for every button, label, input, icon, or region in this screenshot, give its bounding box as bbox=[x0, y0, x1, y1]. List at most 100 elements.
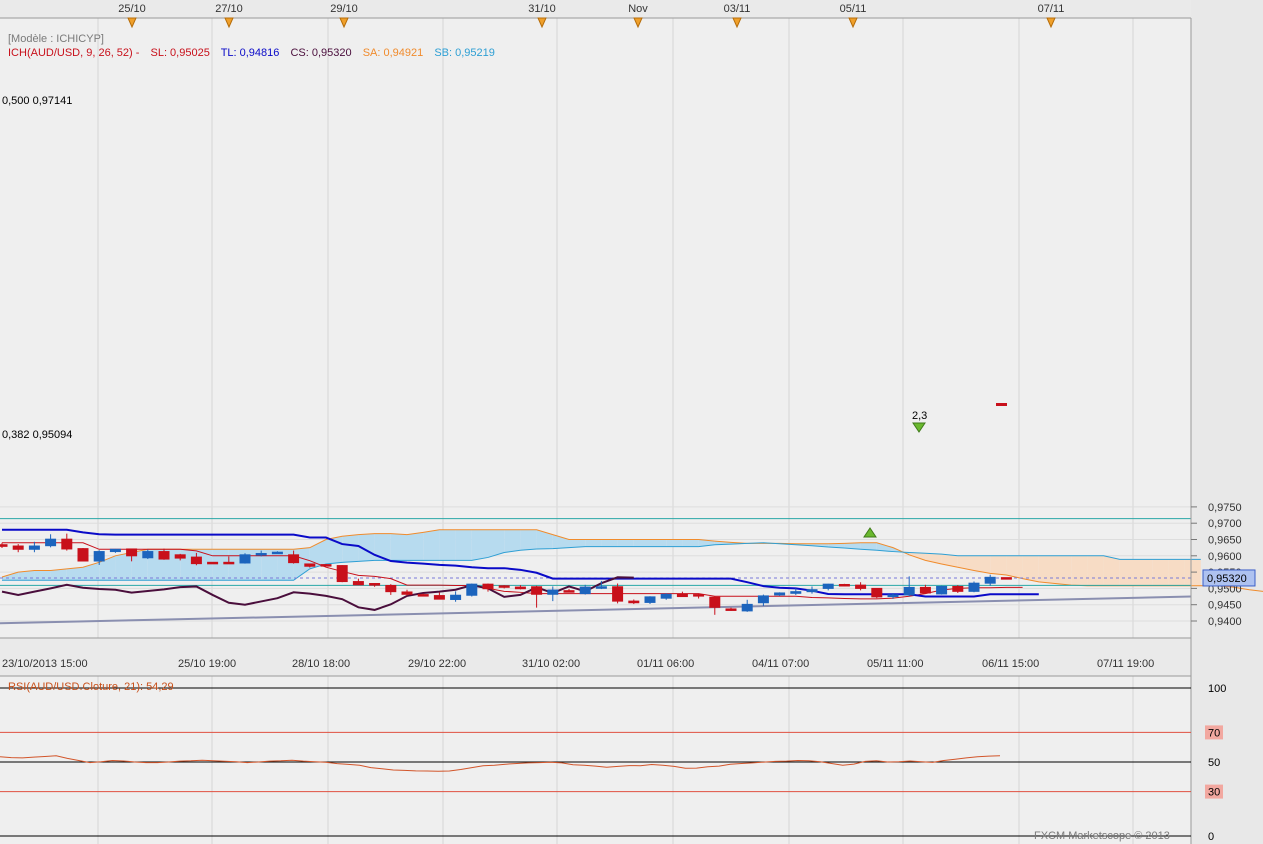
cloud-segment bbox=[115, 552, 132, 581]
cloud-segment bbox=[941, 554, 958, 568]
senkou-span-b-line bbox=[2, 542, 1201, 581]
cloud-segment bbox=[1055, 555, 1072, 586]
candle-body bbox=[709, 596, 721, 608]
cloud-segment bbox=[212, 549, 229, 581]
candle-body bbox=[369, 583, 381, 586]
candle-body bbox=[984, 576, 996, 584]
cloud-segment bbox=[1168, 559, 1185, 586]
candle-body bbox=[450, 594, 462, 600]
candle-body bbox=[774, 592, 786, 596]
cloud-segment bbox=[228, 549, 245, 581]
ytick-label: 0,9400 bbox=[1208, 616, 1242, 628]
price-marker-icon bbox=[996, 403, 1007, 406]
candle-body bbox=[531, 586, 543, 595]
candle-body bbox=[109, 548, 121, 553]
rsi-level-badge bbox=[1205, 725, 1223, 740]
cloud-segment bbox=[261, 549, 278, 581]
cloud-segment bbox=[990, 555, 1007, 576]
cloud-segment bbox=[876, 542, 893, 552]
cloud-segment bbox=[50, 568, 67, 581]
xtick-label: 01/11 06:00 bbox=[637, 658, 694, 670]
candle-body bbox=[790, 591, 802, 594]
candle-body bbox=[255, 553, 267, 556]
candle-body bbox=[563, 590, 575, 593]
candle-body bbox=[936, 585, 948, 595]
candle-body bbox=[336, 565, 348, 583]
cloud-segment bbox=[650, 539, 667, 547]
rsi-line bbox=[0, 755, 1001, 772]
candle-body bbox=[838, 583, 850, 587]
date-marker-icon bbox=[127, 17, 137, 29]
cloud-segment bbox=[358, 533, 375, 562]
rsi-ytick-label: 100 bbox=[1208, 683, 1226, 695]
top-date-markers: 25/10 27/10 29/10 31/10 Nov 03/11 05/11 07/11 bbox=[0, 3, 1191, 29]
cloud-segment bbox=[407, 532, 424, 561]
xtick-label: 31/10 02:00 bbox=[522, 658, 580, 670]
candle-body bbox=[223, 561, 235, 565]
candle-body bbox=[871, 587, 883, 598]
xtick-label: 25/10 19:00 bbox=[178, 658, 236, 670]
price-axis: 0,97500,97000,96500,96000,95500,95000,94… bbox=[1190, 18, 1256, 844]
cloud-segment bbox=[439, 529, 456, 561]
cloud-segment bbox=[552, 534, 569, 549]
top-date-label: 03/11 bbox=[724, 3, 751, 15]
candle-body bbox=[498, 585, 510, 588]
candle-body bbox=[547, 589, 559, 595]
cloud-segment bbox=[1152, 559, 1169, 586]
legend-tl: TL: 0,94816 bbox=[221, 47, 280, 59]
cloud-segment bbox=[1119, 559, 1136, 586]
cloud-segment bbox=[974, 555, 991, 574]
cloud-segment bbox=[66, 567, 83, 581]
candle-body bbox=[514, 586, 526, 590]
kijun-sen-line bbox=[2, 528, 1039, 598]
chikou-span-line bbox=[1, 576, 634, 611]
cloud-segment bbox=[682, 539, 699, 547]
cloud-segment bbox=[196, 549, 213, 581]
candle-body bbox=[12, 545, 24, 550]
top-date-label: 29/10 bbox=[330, 3, 358, 15]
cloud-segment bbox=[390, 533, 407, 561]
sell-signal-arrow-icon bbox=[912, 422, 926, 433]
candle-body bbox=[919, 586, 931, 594]
rsi-title: RSI(AUD/USD.Cloture, 21): 54,29 bbox=[8, 681, 174, 693]
candle-body bbox=[693, 594, 705, 597]
candle-body bbox=[352, 581, 364, 586]
cloud-segment bbox=[1038, 555, 1055, 584]
cloud-segment bbox=[34, 570, 51, 581]
candle-body bbox=[401, 591, 413, 595]
xtick-label: 06/11 15:00 bbox=[982, 658, 1039, 670]
cloud-segment bbox=[1006, 555, 1023, 579]
cloud-segment bbox=[1087, 555, 1104, 586]
date-marker-icon bbox=[224, 17, 234, 29]
candle-body bbox=[271, 551, 283, 555]
candle-body bbox=[158, 551, 170, 560]
candles bbox=[0, 403, 1012, 615]
xtick-label: 05/11 11:00 bbox=[867, 658, 923, 670]
candle-body bbox=[903, 586, 915, 596]
grid-lines bbox=[0, 18, 1191, 844]
candle-body bbox=[77, 548, 89, 562]
candle-body bbox=[612, 586, 624, 602]
candle-body bbox=[482, 583, 494, 590]
rsi-level-badge bbox=[1205, 784, 1223, 799]
cloud-segment bbox=[374, 533, 391, 561]
cloud-segment bbox=[569, 539, 586, 548]
candle-body bbox=[45, 538, 57, 547]
cloud-segment bbox=[83, 562, 100, 581]
trend-line bbox=[0, 595, 1192, 625]
top-date-label: Nov bbox=[628, 3, 648, 15]
cloud-segment bbox=[180, 549, 197, 581]
xtick-label: 23/10/2013 15:00 bbox=[2, 658, 88, 670]
cloud-segment bbox=[585, 539, 602, 547]
candle-body bbox=[61, 538, 73, 550]
ytick-label: 0,9600 bbox=[1208, 551, 1242, 563]
candle-body bbox=[1000, 577, 1012, 580]
xtick-label: 04/11 07:00 bbox=[752, 658, 809, 670]
candle-body bbox=[433, 595, 445, 600]
date-marker-icon bbox=[732, 17, 742, 29]
xtick-label: 07/11 19:00 bbox=[1097, 658, 1154, 670]
cloud-segment bbox=[504, 529, 521, 553]
ytick-label: 0,9450 bbox=[1208, 600, 1242, 612]
candle-body bbox=[466, 583, 478, 596]
